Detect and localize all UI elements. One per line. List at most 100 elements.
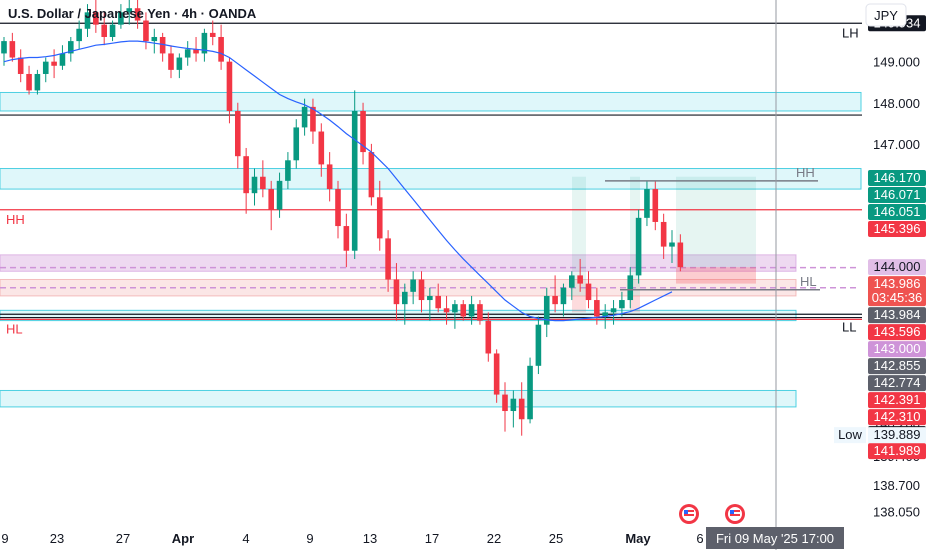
position-stop-area-3: [676, 267, 756, 284]
currency-label: JPY: [874, 8, 898, 23]
price-axis[interactable]: 149.000148.000147.000145.000140.200139.4…: [834, 15, 926, 520]
x-tick-label: 13: [363, 531, 377, 546]
price-badge[interactable]: 141.989: [868, 443, 926, 460]
candle-body: [585, 283, 592, 301]
position-tool-layer: [572, 176, 756, 313]
candle-body: [159, 36, 166, 54]
candle-body: [443, 308, 450, 313]
level-label-hh: HH: [6, 212, 25, 227]
candle: [151, 28, 158, 54]
candle: [9, 32, 16, 62]
candle: [502, 382, 508, 432]
price-badge-label: 144.000: [874, 259, 921, 274]
candle-body: [201, 32, 208, 54]
price-badge[interactable]: 146.071: [868, 186, 926, 203]
zone-blue-5: [0, 389, 797, 408]
price-badge-bg: [868, 341, 926, 358]
candle: [260, 160, 266, 198]
x-tick-label: 4: [242, 531, 249, 546]
candle-body: [59, 53, 66, 66]
level-label-hl: HL: [6, 321, 23, 336]
currency-button[interactable]: JPY: [865, 3, 907, 27]
y-tick-label: 147.000: [873, 137, 920, 152]
candle: [427, 287, 433, 321]
candle: [310, 98, 316, 144]
candle-body: [477, 304, 483, 321]
candle: [276, 172, 283, 218]
candle-body: [385, 238, 391, 280]
ma-line: [3, 40, 673, 322]
event-marker-us-2[interactable]: [725, 504, 745, 524]
level-label-ll: LL: [842, 320, 856, 335]
candle: [285, 152, 291, 190]
candle-body: [418, 279, 425, 301]
zone-blue-4: [0, 309, 797, 322]
price-badge-label: 146.051: [874, 204, 921, 219]
low-value-label: 139.889: [874, 427, 921, 442]
candle: [585, 271, 592, 309]
low-label-bg: [834, 427, 866, 444]
candle: [552, 275, 558, 313]
price-badge[interactable]: 143.984: [868, 307, 926, 324]
position-target-area-3: [676, 176, 756, 268]
candle-body: [260, 176, 266, 190]
candle-body: [318, 131, 325, 165]
candle-body: [644, 189, 650, 218]
candle: [218, 24, 224, 70]
price-badge[interactable]: 146.051: [868, 203, 926, 220]
candle: [176, 53, 183, 79]
candle-body: [543, 295, 550, 325]
candle: [569, 271, 575, 301]
candle: [418, 271, 425, 313]
price-badge[interactable]: 146.170: [868, 169, 926, 186]
candle: [535, 316, 542, 375]
position-stop-area: [572, 295, 586, 313]
candle-body: [9, 41, 16, 58]
candle-body: [577, 275, 583, 284]
candle: [201, 28, 208, 62]
candle: [543, 287, 550, 338]
candle: [235, 102, 241, 169]
price-badge[interactable]: 145.396: [868, 220, 926, 237]
candle: [84, 4, 91, 37]
swing-label-hl: HL: [800, 274, 817, 289]
price-badge[interactable]: 144.000: [868, 259, 926, 276]
candle: [51, 49, 57, 79]
price-badge-bg: [868, 324, 926, 341]
candle-body: [176, 57, 183, 70]
candle: [326, 152, 333, 202]
candle-body: [360, 110, 366, 153]
price-badge[interactable]: 142.774: [868, 375, 926, 392]
price-badge[interactable]: 143.596: [868, 324, 926, 341]
candle: [243, 147, 249, 214]
price-badge-label: 142.310: [874, 409, 921, 424]
candle: [376, 180, 383, 251]
event-marker-us-1[interactable]: [679, 504, 699, 524]
x-tick-label: 17: [425, 531, 439, 546]
candle: [518, 382, 525, 436]
date-tag-label: Fri 09 May '25 17:00: [716, 531, 834, 546]
x-tick-label: 22: [487, 531, 501, 546]
price-badge[interactable]: 142.855: [868, 358, 926, 375]
candle-body: [285, 160, 291, 181]
time-axis[interactable]: 9 23 27 Apr 4 9 13 17 22 25 May 6: [1, 531, 703, 546]
price-badge[interactable]: 142.310: [868, 409, 926, 426]
price-badge-bg: [868, 443, 926, 460]
candle-body: [652, 189, 659, 222]
candle-body: [1, 41, 7, 54]
price-badge[interactable]: 143.000: [868, 341, 926, 358]
x-tick-label: 23: [50, 531, 64, 546]
candle-body: [76, 28, 82, 42]
candle: [93, 0, 99, 33]
candle-body: [627, 275, 634, 301]
candle-body: [126, 8, 133, 13]
y-tick-label: 148.000: [873, 96, 920, 111]
candle: [59, 45, 66, 70]
candle: [402, 283, 408, 325]
swing-label-hh: HH: [796, 165, 815, 180]
price-badge[interactable]: 142.391: [868, 392, 926, 409]
candle-body: [218, 36, 224, 62]
swing-lines: HH HL: [605, 165, 820, 291]
